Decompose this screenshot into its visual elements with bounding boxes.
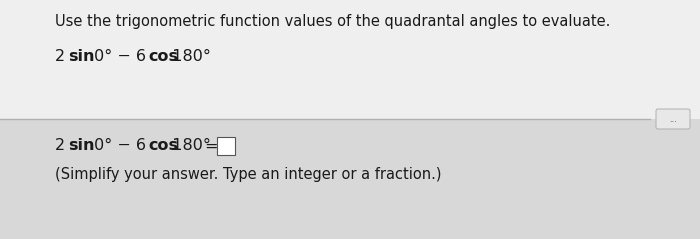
Bar: [217, 137, 235, 155]
Text: sin: sin: [68, 49, 95, 64]
Text: Use the trigonometric function values of the quadrantal angles to evaluate.: Use the trigonometric function values of…: [55, 13, 610, 28]
Text: 0° − 6: 0° − 6: [89, 138, 149, 153]
Text: (Simplify your answer. Type an integer or a fraction.): (Simplify your answer. Type an integer o…: [55, 167, 442, 181]
Bar: [0, 119, 700, 239]
Text: ...: ...: [669, 114, 677, 124]
Text: =: =: [204, 138, 218, 153]
Bar: [0, 0, 700, 119]
Text: 2: 2: [55, 138, 69, 153]
Text: cos: cos: [148, 49, 178, 64]
Text: 180°: 180°: [169, 49, 211, 64]
FancyBboxPatch shape: [656, 109, 690, 129]
Text: 0° − 6: 0° − 6: [89, 49, 149, 64]
Text: 180°: 180°: [169, 138, 211, 153]
Text: cos: cos: [148, 138, 178, 153]
Text: 2: 2: [55, 49, 69, 64]
Text: sin: sin: [68, 138, 95, 153]
